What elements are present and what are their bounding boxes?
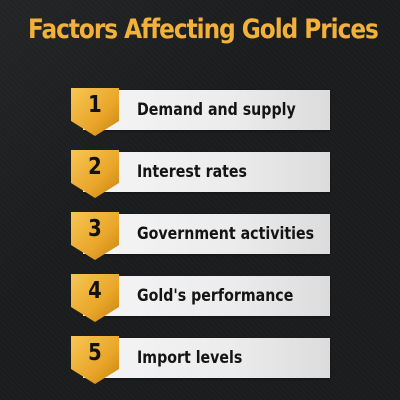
number-badge-4: 4 [71, 274, 119, 324]
factor-bar [83, 90, 330, 130]
number-badge-5: 5 [71, 336, 119, 386]
factor-label: Import levels [137, 348, 243, 367]
factor-number: 1 [88, 92, 102, 118]
factor-item-2: 2 Interest rates [71, 150, 330, 198]
factor-bar [83, 338, 330, 378]
factor-number: 5 [88, 340, 102, 366]
factor-bar [83, 152, 330, 192]
factor-item-5: 5 Import levels [71, 336, 330, 384]
factor-label: Government activities [137, 224, 315, 243]
factor-bar [83, 276, 330, 316]
factor-item-1: 1 Demand and supply [71, 88, 330, 136]
factor-label: Interest rates [137, 162, 248, 181]
factor-number: 2 [88, 154, 102, 180]
factor-item-4: 4 Gold's performance [71, 274, 330, 322]
number-badge-3: 3 [71, 212, 119, 262]
factor-label: Demand and supply [137, 100, 296, 119]
factor-label: Gold's performance [137, 286, 294, 305]
page-title: Factors Affecting Gold Prices [28, 14, 379, 45]
factor-bar [83, 214, 330, 254]
number-badge-1: 1 [71, 88, 119, 138]
factor-number: 3 [88, 216, 102, 242]
number-badge-2: 2 [71, 150, 119, 200]
factor-number: 4 [88, 278, 102, 304]
factor-item-3: 3 Government activities [71, 212, 330, 260]
